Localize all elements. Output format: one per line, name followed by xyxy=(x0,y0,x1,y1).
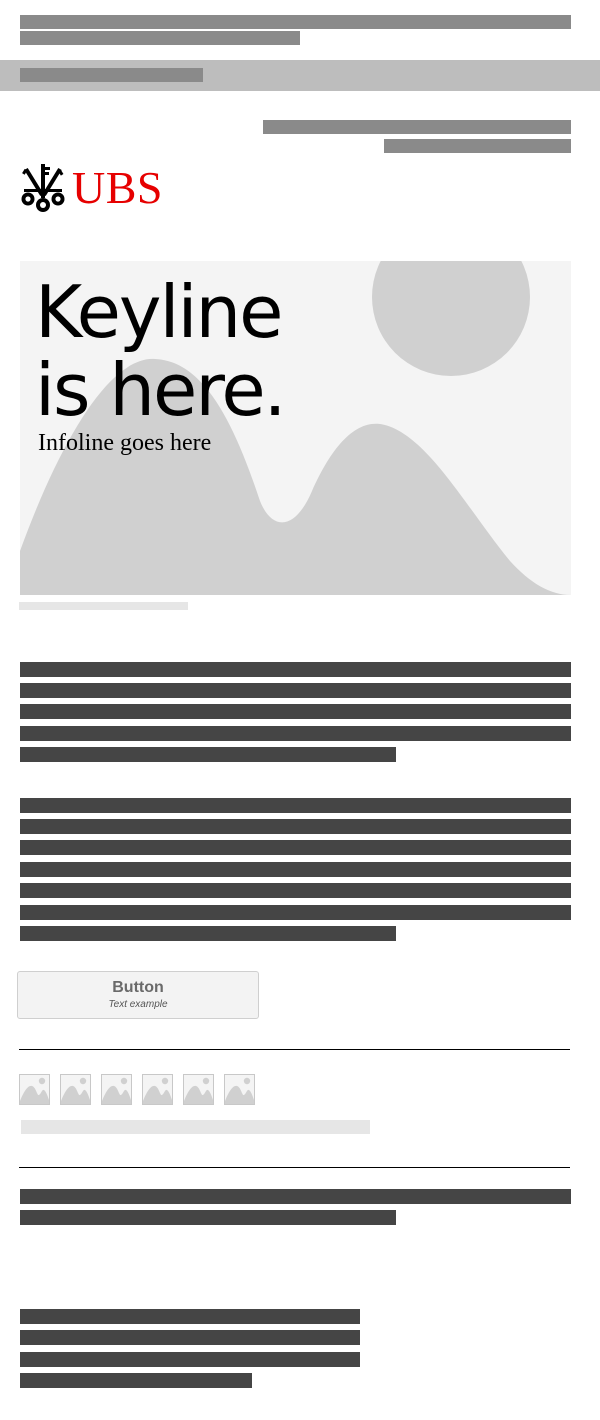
image-placeholder-icon xyxy=(102,1077,131,1104)
thumbnail-image-3[interactable] xyxy=(101,1074,132,1105)
thumbnail-image-2[interactable] xyxy=(60,1074,91,1105)
paragraph-2-line xyxy=(20,926,396,941)
cta-button-label: Button xyxy=(112,979,164,996)
footer-line xyxy=(20,1330,360,1345)
brand-wordmark: UBS xyxy=(72,162,163,213)
hero-caption-placeholder xyxy=(19,602,188,610)
top-banner-text-placeholder xyxy=(20,68,203,82)
image-placeholder-icon xyxy=(20,1077,49,1104)
top-banner xyxy=(0,60,600,91)
paragraph-1-line xyxy=(20,726,571,741)
hero-banner[interactable]: Keyline is here. Infoline goes here xyxy=(20,261,571,595)
cta-button[interactable]: Button Text example xyxy=(17,971,259,1019)
paragraph-2-line xyxy=(20,862,571,877)
three-keys-icon xyxy=(21,164,65,212)
footer-line xyxy=(20,1373,252,1388)
thumbnail-image-4[interactable] xyxy=(142,1074,173,1105)
brand-logo[interactable]: UBS xyxy=(20,161,170,215)
hero-keyline: Keyline is here. xyxy=(35,270,287,432)
image-placeholder-icon xyxy=(225,1077,254,1104)
paragraph-3-line xyxy=(20,1189,571,1204)
hero-keyline-line-2: is here. xyxy=(35,348,287,432)
divider-top xyxy=(19,1049,570,1050)
thumbnail-caption-placeholder xyxy=(21,1120,370,1134)
landscape-placeholder-icon xyxy=(20,261,571,595)
paragraph-1-line xyxy=(20,747,396,762)
footer-line xyxy=(20,1352,360,1367)
header-meta-line-2 xyxy=(384,139,571,153)
hero-keyline-line-1: Keyline xyxy=(35,270,283,354)
image-placeholder-icon xyxy=(61,1077,90,1104)
paragraph-1-line xyxy=(20,683,571,698)
paragraph-2-line xyxy=(20,905,571,920)
thumbnail-image-6[interactable] xyxy=(224,1074,255,1105)
thumbnail-image-5[interactable] xyxy=(183,1074,214,1105)
preheader-line-1 xyxy=(20,15,571,29)
paragraph-2-line xyxy=(20,819,571,834)
thumbnail-image-1[interactable] xyxy=(19,1074,50,1105)
paragraph-1-line xyxy=(20,662,571,677)
paragraph-1-line xyxy=(20,704,571,719)
header-meta-line-1 xyxy=(263,120,571,134)
paragraph-2-line xyxy=(20,840,571,855)
image-placeholder-icon xyxy=(184,1077,213,1104)
hero-infoline: Infoline goes here xyxy=(38,430,212,456)
paragraph-2-line xyxy=(20,883,571,898)
image-placeholder-icon xyxy=(143,1077,172,1104)
paragraph-2-line xyxy=(20,798,571,813)
paragraph-3-line xyxy=(20,1210,396,1225)
preheader-line-2 xyxy=(20,31,300,45)
footer-line xyxy=(20,1309,360,1324)
divider-bottom xyxy=(19,1167,570,1168)
cta-button-sublabel: Text example xyxy=(108,999,168,1010)
